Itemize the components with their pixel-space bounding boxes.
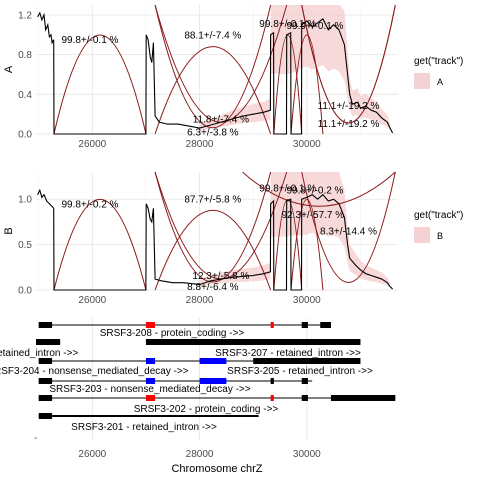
panel-label: B [3, 227, 15, 234]
junction-label: 99.8+/-0.1 % [259, 183, 316, 194]
junction-arc [301, 171, 396, 283]
legend-entry: A [437, 77, 443, 87]
x-tick-label: 28000 [186, 295, 214, 306]
transcript-label: retained_intron ->> [0, 348, 78, 359]
transcript-exon [145, 395, 156, 401]
transcript-exon [301, 395, 308, 401]
transcript-exon [330, 395, 396, 401]
legend-swatch [414, 73, 430, 89]
junction-arc [290, 34, 324, 135]
junction-label: 99.9+/-0.1 % [286, 21, 343, 32]
junction-label: 8.3+/-14.4 % [320, 226, 377, 237]
transcript-exon [145, 378, 156, 384]
transcript-label: SRSF3-202 - protein_coding ->> [134, 404, 279, 415]
junction-label: 92.3+/-57.7 % [282, 210, 345, 221]
coverage-line [37, 11, 394, 135]
legend-title: get("track") [414, 56, 463, 67]
transcript-exon [301, 378, 308, 384]
y-tick-label: 1.0 [18, 195, 32, 206]
junction-label: 12.3+/-5.8 % [192, 271, 249, 282]
junction-label: 99.8+/-0.1 % [61, 35, 118, 46]
y-tick-label: 0.5 [18, 240, 32, 251]
transcript-label: SRSF3-203 - nonsense_mediated_decay ->> [49, 384, 250, 395]
x-tick-label: 26000 [78, 295, 106, 306]
coverage-line [37, 188, 393, 291]
junction-arc [154, 210, 272, 291]
junction-label: 8.8+/-6.4 % [187, 282, 239, 293]
transcript-exon [253, 358, 361, 364]
junction-label: 88.1+/-7.4 % [184, 31, 241, 42]
x-tick-label: 30000 [293, 139, 321, 150]
x-tick-label: 30000 [293, 449, 321, 460]
x-tick-label: 30000 [293, 295, 321, 306]
transcript-exon [270, 322, 274, 328]
junction-label: 99.8+/-0.1 % [259, 19, 316, 30]
transcript-exon [38, 322, 53, 328]
junction-arc [242, 171, 396, 207]
x-tick-label: 28000 [186, 139, 214, 150]
junction-label: 11.1+/-19.2 % [318, 119, 380, 130]
transcript-exon [320, 322, 331, 328]
transcript-exon [38, 413, 53, 419]
transcript-exon [145, 322, 156, 328]
transcript-exon [52, 415, 259, 417]
y-tick-label: 1.2 [18, 10, 32, 21]
junction-arc [273, 198, 303, 291]
junction-arc [154, 171, 272, 283]
transcript-label: SRSF3-208 - protein_coding ->> [100, 328, 245, 339]
x-axis-title: Chromosome chrZ [171, 463, 262, 475]
coverage-ribbon [199, 172, 390, 288]
transcript-label: SRSF3-207 - retained_intron ->> [215, 348, 361, 359]
coverage-ribbon [199, 5, 390, 131]
transcript-exon [301, 322, 308, 328]
transcript-exon [199, 358, 227, 364]
y-tick-label: 0.8 [18, 50, 32, 61]
transcript-exon [36, 339, 61, 345]
legend-title: get("track") [414, 210, 463, 221]
junction-arc [154, 46, 272, 135]
junction-arc [154, 4, 272, 129]
x-tick-label: 26000 [78, 139, 106, 150]
junction-label: 87.7+/-5.8 % [184, 194, 241, 205]
x-tick-label: 26000 [78, 449, 106, 460]
junction-label: 11.1+/-19.2 % [318, 101, 380, 112]
x-tick-label: 28000 [186, 449, 214, 460]
transcript-label: SRSF3-205 - retained_intron ->> [227, 366, 373, 377]
transcript-exon [270, 395, 274, 401]
transcript-label: SRSF3-204 - nonsense_mediated_decay ->> [0, 366, 189, 377]
junction-arc [53, 34, 147, 135]
junction-arc [154, 171, 288, 280]
junction-label: 99.8+/-0.2 % [61, 199, 118, 210]
transcript-exon [145, 358, 156, 364]
coverage-panel-b: 0.0 0.5 1.0 99.8+/-0.2 % 87.7+/-5.8 % 8.8+/-6… [3, 171, 463, 306]
junction-label: 99.8+/-0.2 % [286, 185, 343, 196]
coverage-panel-a: 0.0 0.4 0.8 1.2 99.8+/-0.1 % 88.1+/-7.4 % 6.3+… [3, 4, 463, 150]
junction-arc [301, 4, 396, 124]
legend-swatch [414, 227, 430, 243]
transcript-exon [199, 378, 227, 384]
transcript-label: SRSF3-201 - retained_intron ->> [71, 422, 217, 433]
stray-mark: - [34, 433, 37, 444]
y-tick-label: 0.0 [18, 130, 32, 141]
legend-entry: B [437, 231, 443, 241]
gene-track-panel: 26000 28000 30000 SRSF3-208 - protein_codin… [0, 318, 398, 475]
y-tick-label: 0.0 [18, 286, 32, 297]
transcript-exon [270, 378, 274, 384]
junction-label: 6.3+/-3.8 % [187, 128, 239, 139]
y-tick-label: 0.4 [18, 90, 32, 101]
transcript-exon [38, 395, 53, 401]
junction-label: 11.8+/-7.4 % [193, 114, 249, 125]
junction-arc [273, 34, 303, 135]
junction-arc [290, 198, 324, 291]
transcript-exon [38, 378, 53, 384]
junction-arc [53, 199, 147, 291]
transcript-exon [38, 358, 53, 364]
panel-label: A [3, 65, 15, 73]
transcript-exon [145, 339, 361, 345]
